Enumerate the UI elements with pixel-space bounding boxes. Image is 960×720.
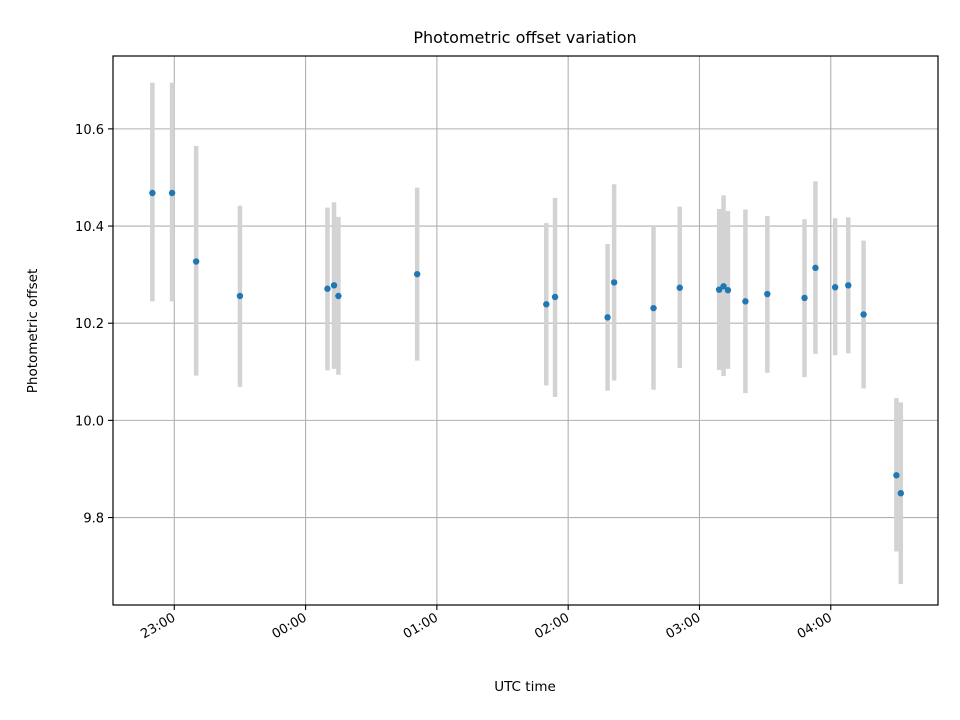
plot-frame (112, 55, 939, 606)
data-point (551, 293, 559, 301)
chart-title: Photometric offset variation (413, 28, 636, 47)
data-point (764, 290, 771, 298)
data-point (897, 490, 904, 497)
y-tick-label: 10.6 (75, 123, 104, 138)
y-tick-label: 9.8 (83, 512, 104, 527)
data-point (324, 285, 331, 292)
y-axis-label: Photometric offset (25, 269, 41, 393)
data-point (893, 472, 900, 479)
data-point (720, 283, 727, 290)
data-point (742, 298, 749, 305)
y-tick-label: 10.2 (75, 317, 104, 332)
y-tick-label: 10.0 (75, 414, 104, 429)
data-point (650, 304, 657, 312)
data-point (831, 284, 839, 291)
data-point (335, 292, 342, 300)
data-point (149, 189, 156, 197)
data-point (413, 270, 421, 278)
data-point (676, 284, 683, 291)
data-point (801, 294, 808, 302)
data-point (860, 311, 867, 318)
data-point (543, 301, 550, 308)
data-point (715, 286, 723, 293)
data-point (236, 292, 244, 300)
data-point (168, 189, 176, 197)
data-point (845, 282, 852, 289)
data-point (604, 314, 611, 321)
data-point (724, 286, 732, 294)
y-axis-ticks: 9.8 10.0 10.2 10.4 10.6 (75, 123, 113, 527)
x-axis-label: UTC time (494, 679, 556, 695)
y-tick-label: 10.4 (75, 220, 104, 235)
data-point (192, 258, 200, 265)
grid-lines (113, 56, 938, 605)
data-point (610, 279, 618, 286)
data-point (812, 264, 819, 272)
data-points (149, 189, 904, 497)
data-point (330, 282, 338, 289)
